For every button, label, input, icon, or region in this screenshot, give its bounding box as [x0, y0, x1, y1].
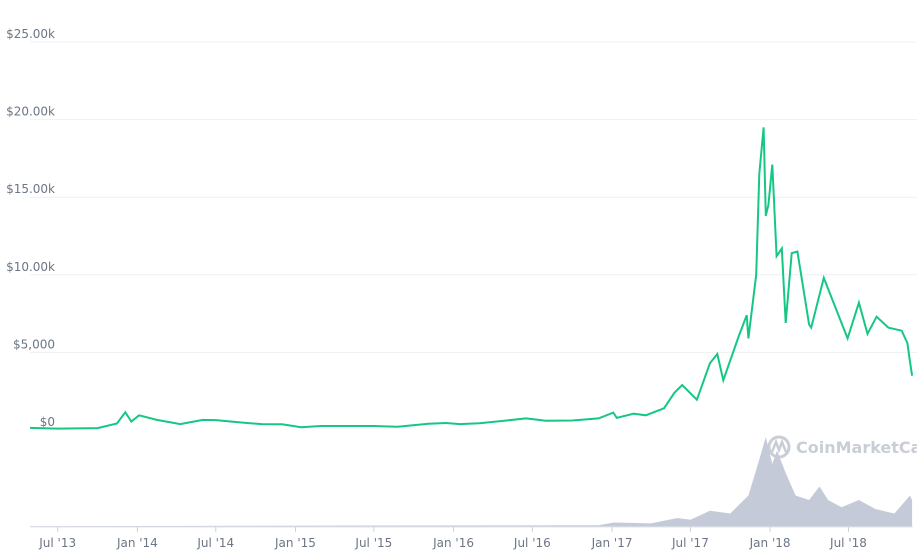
x-tick-label: Jan '15 [274, 536, 316, 550]
y-tick-label: $0 [40, 415, 55, 429]
volume-area [30, 437, 913, 527]
x-tick-label: Jan '17 [591, 536, 633, 550]
y-tick-label: $25.00k [6, 27, 55, 41]
watermark-text: CoinMarketCap [796, 438, 917, 457]
x-tick-label: Jul '16 [513, 536, 551, 550]
x-tick-label: Jul '15 [354, 536, 392, 550]
x-tick-label: Jul '18 [829, 536, 867, 550]
y-tick-label: $20.00k [6, 105, 55, 119]
watermark: CoinMarketCap [767, 435, 917, 459]
price-line [29, 127, 914, 430]
gridlines [30, 41, 917, 353]
x-tick-label: Jul '13 [38, 536, 76, 550]
coinmarketcap-logo-icon [767, 435, 791, 459]
x-tick-label: Jan '16 [432, 536, 474, 550]
x-tick-label: Jul '17 [671, 536, 709, 550]
y-tick-label: $10.00k [6, 260, 55, 274]
y-tick-label: $15.00k [6, 182, 55, 196]
x-tick-label: Jan '14 [116, 536, 158, 550]
x-axis: Jul '13 Jan '14 Jul '14 Jan '15 Jul '15 Jan '… [38, 527, 867, 550]
y-axis: $0 $5,000 $10.00k $15.00k $20.00k $25.00k [6, 27, 55, 429]
x-tick-label: Jul '14 [196, 536, 234, 550]
x-tick-label: Jan '18 [749, 536, 791, 550]
y-tick-label: $5,000 [13, 337, 55, 351]
